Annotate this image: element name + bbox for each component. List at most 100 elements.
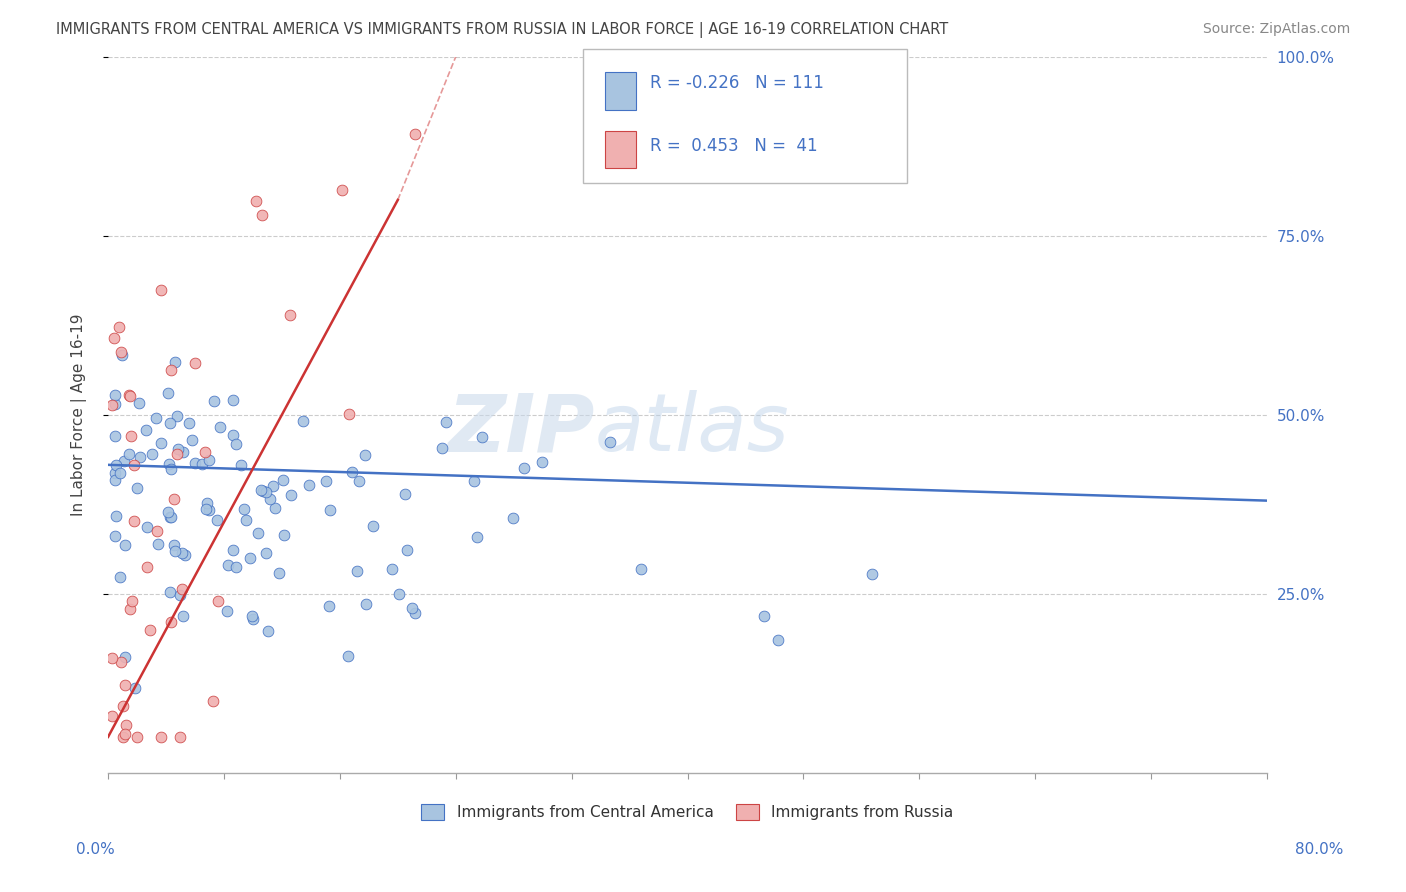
Point	[194, 445, 217, 459]
Point	[191, 457, 214, 471]
Point	[101, 398, 124, 412]
Point	[361, 518, 384, 533]
Point	[256, 624, 278, 638]
Point	[381, 562, 404, 576]
Point	[141, 447, 163, 461]
Point	[252, 483, 274, 498]
Point	[209, 420, 232, 434]
Point	[262, 479, 284, 493]
Point	[202, 394, 225, 409]
Point	[217, 558, 239, 572]
Point	[125, 481, 148, 495]
Point	[112, 454, 135, 468]
Point	[122, 514, 145, 528]
Point	[271, 473, 294, 487]
Point	[135, 559, 157, 574]
Point	[160, 363, 183, 377]
Point	[315, 474, 337, 488]
Text: IMMIGRANTS FROM CENTRAL AMERICA VS IMMIGRANTS FROM RUSSIA IN LABOR FORCE | AGE 1: IMMIGRANTS FROM CENTRAL AMERICA VS IMMIG…	[56, 22, 949, 38]
Text: 80.0%: 80.0%	[1295, 842, 1343, 856]
Point	[108, 320, 131, 334]
Point	[122, 458, 145, 472]
Point	[225, 437, 247, 451]
Point	[104, 467, 127, 481]
Point	[630, 562, 652, 576]
Point	[298, 477, 321, 491]
Point	[111, 348, 134, 362]
Point	[135, 519, 157, 533]
Point	[174, 548, 197, 562]
Point	[129, 450, 152, 464]
Point	[145, 410, 167, 425]
Point	[330, 183, 353, 197]
Point	[139, 624, 162, 638]
Point	[163, 355, 186, 369]
Point	[114, 538, 136, 552]
Point	[170, 582, 193, 597]
Point	[169, 587, 191, 601]
Point	[342, 465, 364, 479]
Point	[356, 597, 378, 611]
Legend: Immigrants from Central America, Immigrants from Russia: Immigrants from Central America, Immigra…	[415, 797, 960, 826]
Point	[121, 593, 143, 607]
Point	[463, 474, 485, 488]
Point	[396, 542, 419, 557]
Point	[225, 560, 247, 574]
Text: ZIP: ZIP	[447, 390, 595, 468]
Point	[194, 502, 217, 516]
Point	[159, 510, 181, 524]
Point	[184, 357, 207, 371]
Point	[347, 474, 370, 488]
Point	[172, 445, 194, 459]
Text: Source: ZipAtlas.com: Source: ZipAtlas.com	[1202, 22, 1350, 37]
Point	[159, 615, 181, 630]
Point	[112, 699, 135, 714]
Point	[110, 655, 132, 669]
Point	[353, 448, 375, 462]
Point	[166, 409, 188, 424]
Point	[163, 538, 186, 552]
Point	[149, 730, 172, 744]
Point	[163, 492, 186, 507]
Point	[222, 392, 245, 407]
Text: atlas: atlas	[595, 390, 790, 468]
Point	[233, 502, 256, 516]
Point	[319, 503, 342, 517]
Point	[181, 433, 204, 447]
Point	[465, 530, 488, 544]
Point	[172, 608, 194, 623]
Point	[112, 730, 135, 744]
Point	[166, 447, 188, 461]
Point	[337, 648, 360, 663]
Point	[250, 208, 273, 222]
Point	[105, 458, 128, 473]
Point	[118, 388, 141, 402]
Text: R = -0.226   N = 111: R = -0.226 N = 111	[650, 75, 824, 93]
Point	[198, 453, 221, 467]
Point	[114, 649, 136, 664]
Point	[766, 633, 789, 648]
Point	[240, 608, 263, 623]
Point	[114, 678, 136, 692]
Point	[280, 488, 302, 502]
Point	[278, 308, 301, 322]
Point	[159, 585, 181, 599]
Point	[215, 604, 238, 618]
Point	[101, 709, 124, 723]
Point	[337, 408, 360, 422]
Point	[599, 434, 621, 449]
Point	[108, 570, 131, 584]
Point	[222, 428, 245, 442]
Point	[183, 456, 205, 470]
Point	[170, 546, 193, 560]
Point	[207, 594, 229, 608]
Point	[120, 602, 142, 616]
Point	[104, 429, 127, 443]
Point	[167, 442, 190, 456]
Point	[115, 718, 138, 732]
Point	[432, 441, 454, 455]
Point	[198, 503, 221, 517]
Point	[135, 423, 157, 437]
Y-axis label: In Labor Force | Age 16-19: In Labor Force | Age 16-19	[72, 313, 87, 516]
Point	[502, 511, 524, 525]
